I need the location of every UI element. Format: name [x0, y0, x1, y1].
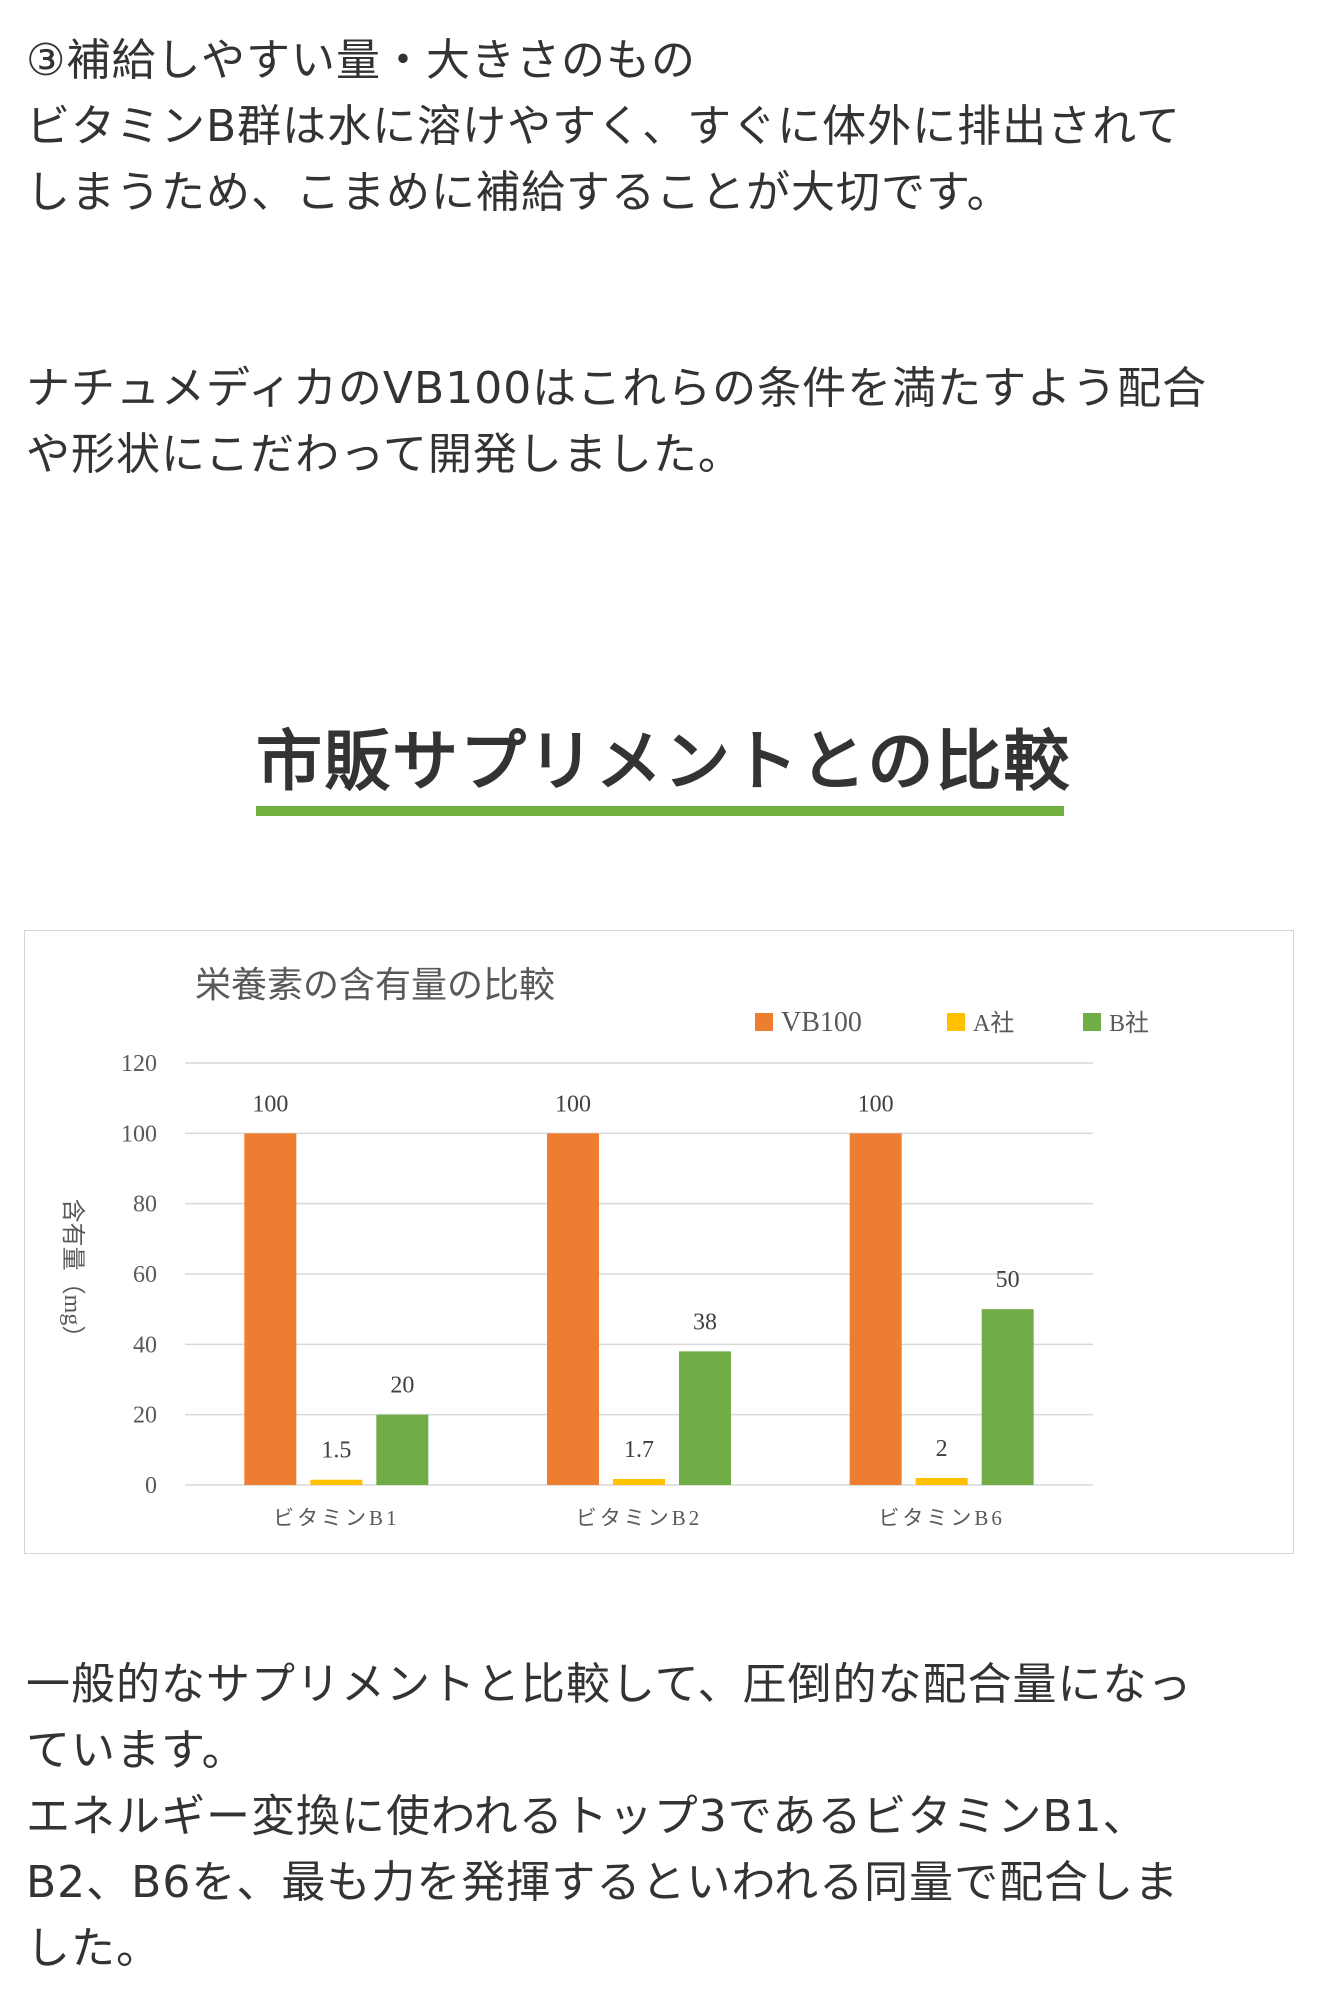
bar — [613, 1479, 665, 1485]
data-label: 20 — [390, 1373, 414, 1399]
chart-title: 栄養素の含有量の比較 — [195, 965, 555, 1006]
category-label: ビタミンB1 — [273, 1506, 400, 1530]
data-label: 1.7 — [624, 1437, 654, 1463]
chart-gridlines — [185, 1062, 1093, 1486]
bar — [849, 1133, 902, 1485]
bar — [679, 1351, 731, 1485]
bar — [310, 1479, 363, 1485]
chart-ylabel: 含有量（mg） — [59, 1199, 86, 1350]
category-label: ビタミンB6 — [878, 1506, 1005, 1530]
category-label: ビタミンB2 — [576, 1506, 703, 1530]
section-heading: 市販サプリメントとの比較 — [256, 723, 1072, 800]
bar — [244, 1133, 297, 1485]
legend-swatch — [1083, 1013, 1101, 1031]
data-label: 100 — [252, 1091, 288, 1117]
heading-underline — [256, 806, 1064, 816]
chart-labels: 0 20 40 60 80 100 120 100 1.5 20 ビタミンB1 100 1.7 38 ビタミ… — [121, 1051, 1020, 1530]
point3-text-line: ビタミンB群は水に溶けやすく、すぐに体外に排出されて — [26, 101, 1181, 152]
data-label: 100 — [555, 1091, 591, 1117]
legend-swatch — [755, 1013, 773, 1031]
product-note-line: や形状にこだわって開発しました。 — [26, 429, 743, 480]
data-label: 2 — [936, 1436, 948, 1462]
y-tick-label: 60 — [133, 1262, 157, 1288]
data-label: 38 — [693, 1309, 717, 1335]
bar — [547, 1133, 599, 1485]
point3-paragraph: ③補給しやすい量・大きさのもの ビタミンB群は水に溶けやすく、すぐに体外に排出さ… — [26, 28, 1296, 226]
data-label: 1.5 — [321, 1438, 351, 1464]
y-tick-label: 20 — [133, 1403, 157, 1429]
product-note-paragraph: ナチュメディカのVB100はこれらの条件を満たすよう配合 や形状にこだわって開発… — [26, 356, 1296, 488]
legend-swatch — [947, 1013, 965, 1031]
point3-text-line: しまうため、こまめに補給することが大切です。 — [26, 167, 1012, 218]
point3-heading: ③補給しやすい量・大きさのもの — [26, 35, 697, 86]
bar — [981, 1309, 1034, 1485]
conclusion-paragraph: 一般的なサプリメントと比較して、圧倒的な配合量になっ ています。 エネルギー変換… — [26, 1652, 1296, 1982]
legend-label: B社 — [1109, 1010, 1149, 1037]
y-tick-label: 0 — [145, 1473, 157, 1499]
conclusion-line: B2、B6を、最も力を発揮するといわれる同量で配合しま — [26, 1857, 1180, 1908]
bar — [376, 1414, 429, 1485]
conclusion-line: エネルギー変換に使われるトップ3であるビタミンB1、 — [26, 1791, 1148, 1842]
product-note-line: ナチュメディカのVB100はこれらの条件を満たすよう配合 — [26, 363, 1208, 414]
y-tick-label: 40 — [133, 1332, 157, 1358]
data-label: 100 — [858, 1091, 894, 1117]
conclusion-line: 一般的なサプリメントと比較して、圧倒的な配合量になっ — [26, 1659, 1193, 1710]
conclusion-line: した。 — [26, 1923, 161, 1974]
chart-canvas: 0 20 40 60 80 100 120 100 1.5 20 ビタミンB1 100 1.7 38 ビタミ… — [59, 965, 1149, 1530]
data-label: 50 — [996, 1267, 1020, 1293]
legend-label: A社 — [973, 1010, 1014, 1037]
comparison-chart: 0 20 40 60 80 100 120 100 1.5 20 ビタミンB1 100 1.7 38 ビタミ… — [24, 930, 1294, 1554]
legend-label: VB100 — [781, 1007, 862, 1038]
y-tick-label: 80 — [133, 1192, 157, 1218]
y-tick-label: 100 — [121, 1121, 157, 1147]
chart-legend: VB100 A社 B社 — [755, 1007, 1149, 1038]
bar — [915, 1477, 968, 1485]
y-tick-label: 120 — [121, 1051, 157, 1077]
conclusion-line: ています。 — [26, 1725, 247, 1776]
chart-bars — [244, 1133, 1034, 1485]
